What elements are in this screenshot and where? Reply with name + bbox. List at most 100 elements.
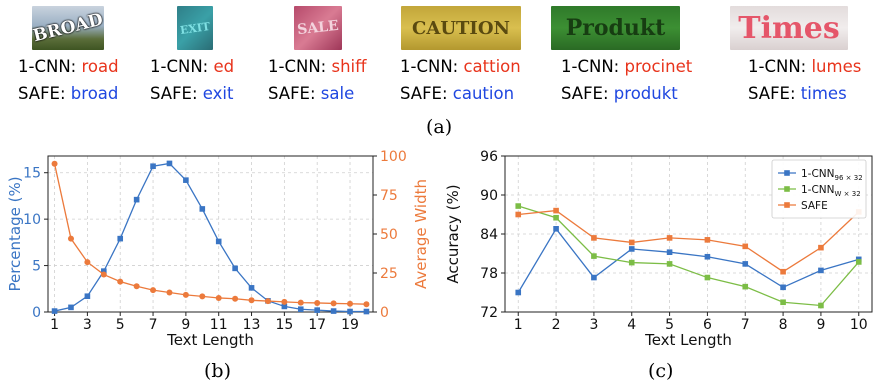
average-width-line: [53, 163, 367, 305]
safe-prediction: SAFE: caution: [400, 84, 514, 103]
percentage-point: [330, 308, 337, 314]
x-tick-label: 19: [341, 317, 359, 333]
legend-label-subscript: 96 × 32: [835, 174, 863, 182]
safe-word: exit: [202, 84, 234, 103]
x-tick-label: 7: [741, 317, 750, 333]
baseline-prediction: 1-CNN: procinet: [561, 57, 692, 76]
baseline-prediction: 1-CNN: shiff: [268, 57, 366, 76]
safe-label: SAFE:: [561, 84, 609, 103]
x-tick-label: 3: [589, 317, 598, 333]
average-width-point: [330, 300, 337, 307]
accuracy-point: [628, 246, 635, 252]
x-axis-title: Text Length: [166, 331, 254, 349]
safe-prediction: SAFE: produkt: [561, 84, 678, 103]
accuracy-point: [553, 226, 559, 232]
accuracy-point: [818, 244, 824, 251]
y2-tick-label: 50: [380, 227, 398, 243]
y-tick-label: 78: [480, 266, 498, 282]
legend-swatch-marker: [784, 202, 790, 208]
y-tick-label: 5: [32, 259, 41, 275]
percentage-point: [101, 268, 107, 274]
legend-label: SAFE: [801, 200, 828, 212]
sample-image: EXIT: [177, 6, 213, 50]
legend-swatch-marker: [784, 170, 790, 176]
x-tick-label: 9: [181, 317, 190, 333]
baseline-word: lumes: [811, 57, 862, 76]
y-tick-label: 72: [480, 305, 498, 321]
accuracy-point: [818, 267, 824, 274]
safe-prediction: SAFE: broad: [18, 84, 118, 103]
legend-label-subscript: W × 32: [835, 190, 861, 198]
safe-label: SAFE:: [18, 84, 66, 103]
average-width-point: [281, 298, 288, 305]
x-tick-label: 3: [83, 317, 92, 333]
average-width-point: [363, 301, 370, 308]
accuracy-point: [591, 274, 597, 281]
accuracy-point: [742, 283, 749, 290]
safe-word: produkt: [613, 84, 678, 103]
average-width-point: [182, 291, 189, 298]
sample-image: Times: [730, 6, 848, 50]
legend-box: [771, 159, 867, 219]
legend-label-name: SAFE: [801, 200, 828, 212]
safe-word: caution: [452, 84, 515, 103]
caption-a: (a): [426, 116, 453, 138]
y2-tick-label: 25: [380, 266, 398, 282]
percentage-point: [133, 196, 140, 203]
safe-prediction: SAFE: times: [748, 84, 847, 103]
sample-image-text: Produkt: [565, 15, 666, 41]
accuracy-point: [553, 214, 559, 221]
safe-label: SAFE:: [150, 84, 198, 103]
y2-tick-label: 100: [380, 149, 407, 165]
accuracy-point: [666, 235, 673, 241]
y-axis-title: Percentage (%): [6, 176, 24, 291]
sample-image: CAUTION: [401, 6, 521, 50]
safe-word: broad: [70, 84, 119, 103]
average-width-point: [232, 295, 239, 302]
y-tick-label: 90: [480, 188, 498, 204]
accuracy-point: [628, 259, 635, 266]
baseline-word: cattion: [463, 57, 521, 76]
percentage-point: [199, 206, 206, 212]
x-tick-label: 8: [779, 317, 788, 333]
y-axis-title: Accuracy (%): [444, 184, 462, 283]
average-width-point: [51, 160, 58, 167]
accuracy-line-1: [518, 205, 860, 307]
average-width-point: [248, 297, 255, 304]
accuracy-point: [742, 243, 749, 250]
y2-tick-label: 0: [380, 305, 389, 321]
percentage-point: [248, 285, 255, 291]
accuracy-point: [704, 253, 711, 260]
sample-image-text: EXIT: [179, 19, 211, 37]
safe-prediction: SAFE: exit: [150, 84, 233, 103]
sample-image-text: CAUTION: [412, 17, 510, 39]
accuracy-point: [742, 261, 749, 267]
accuracy-point: [780, 284, 786, 291]
percentage-point: [166, 160, 173, 167]
baseline-label: 1-CNN:: [150, 57, 214, 76]
average-width-point: [166, 289, 173, 296]
average-width-point: [117, 278, 124, 285]
x-tick-label: 17: [308, 317, 326, 333]
percentage-point: [84, 293, 91, 300]
x-tick-label: 7: [149, 317, 158, 333]
x-tick-label: 6: [703, 317, 712, 333]
y-tick-label: 96: [480, 149, 498, 165]
sample-image: SALE: [294, 6, 342, 50]
accuracy-point: [666, 249, 673, 255]
safe-label: SAFE:: [400, 84, 448, 103]
baseline-word: shiff: [331, 57, 367, 76]
legend-label-name: 1-CNN: [801, 168, 835, 180]
accuracy-point: [591, 235, 597, 241]
accuracy-point: [515, 289, 522, 296]
x-tick-label: 9: [816, 317, 825, 333]
sample-image-text: BROAD: [32, 9, 104, 47]
accuracy-point: [628, 239, 635, 246]
accuracy-point: [666, 261, 673, 267]
y-tick-label: 0: [32, 305, 41, 321]
legend-label: 1-CNNW × 32: [801, 184, 861, 198]
percentage-point: [183, 177, 189, 183]
percentage-point: [314, 307, 320, 313]
baseline-prediction: 1-CNN: road: [18, 57, 119, 76]
